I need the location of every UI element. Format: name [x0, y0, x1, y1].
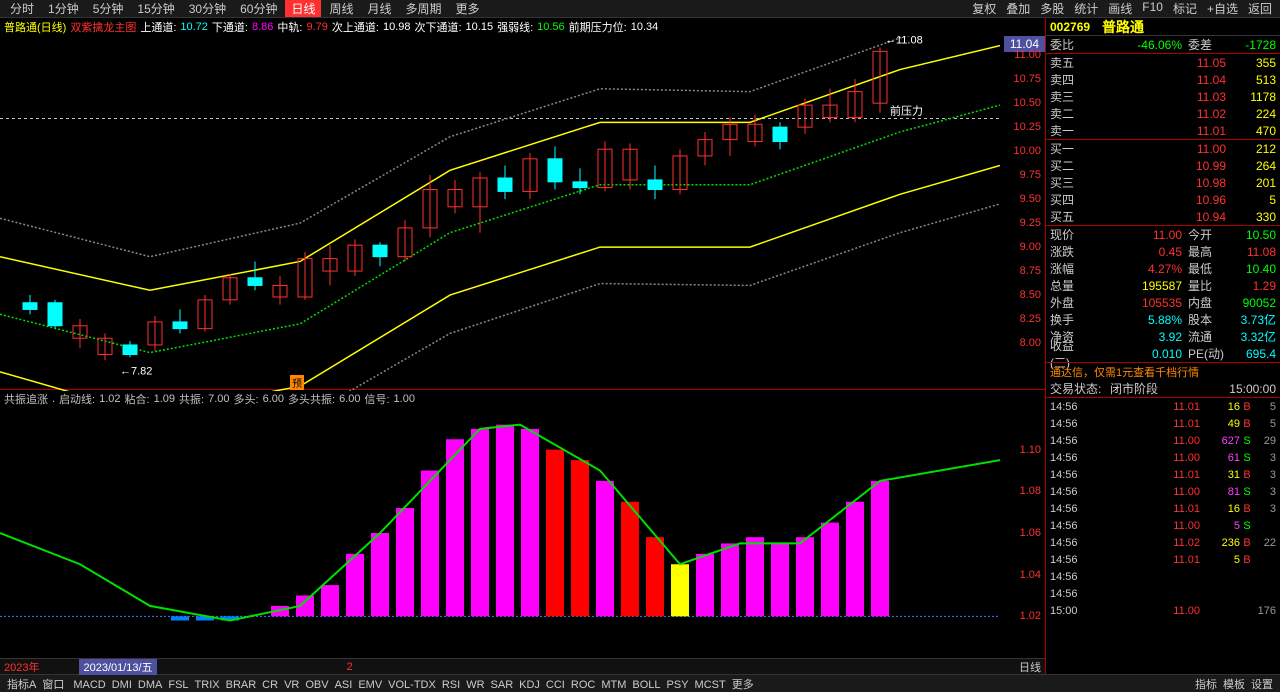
order-row: 买五10.94330 — [1046, 208, 1280, 225]
tick-row: 15:0011.00176 — [1046, 602, 1280, 619]
indicator-tab[interactable]: PSY — [664, 679, 692, 691]
quote-panel: 002769 普路通 委比 -46.06% 委差 -1728 卖五11.0535… — [1045, 18, 1280, 674]
svg-text:←7.82: ←7.82 — [120, 365, 152, 377]
stock-name: 普路通 — [1102, 17, 1144, 37]
prediction-badge: 预 — [290, 375, 304, 390]
indicator-tab[interactable]: DMA — [135, 679, 165, 691]
indicator-tab[interactable]: FSL — [165, 679, 191, 691]
period-tab-2[interactable]: 5分钟 — [87, 0, 130, 17]
indicator-tab[interactable]: TRIX — [192, 679, 223, 691]
order-row: 买二10.99264 — [1046, 157, 1280, 174]
toolbar-btn[interactable]: 统计 — [1070, 0, 1102, 17]
indicator-tab[interactable]: MACD — [70, 679, 108, 691]
order-row: 卖三11.031178 — [1046, 88, 1280, 105]
period-tab-8[interactable]: 月线 — [362, 0, 398, 17]
tick-row: 14:5611.005S — [1046, 517, 1280, 534]
toolbar-btn[interactable]: 画线 — [1104, 0, 1136, 17]
toolbar-btn[interactable]: 复权 — [968, 0, 1000, 17]
indicator-tab[interactable]: SAR — [488, 679, 517, 691]
order-row: 买三10.98201 — [1046, 174, 1280, 191]
toolbar-btn[interactable]: +自选 — [1203, 0, 1242, 17]
svg-text:前压力: 前压力 — [890, 104, 923, 118]
indicator-tab[interactable]: CR — [259, 679, 281, 691]
indicator-tab[interactable]: ROC — [568, 679, 598, 691]
toolbar-btn[interactable]: 返回 — [1244, 0, 1276, 17]
toolbar-btn[interactable]: 叠加 — [1002, 0, 1034, 17]
indicator-tab[interactable]: VR — [281, 679, 302, 691]
tick-row: 14:5611.0061S3 — [1046, 449, 1280, 466]
toolbar-btn[interactable]: 标记 — [1169, 0, 1201, 17]
tick-row: 14:5611.0149B5 — [1046, 415, 1280, 432]
bottom-btn[interactable]: 模板 — [1220, 679, 1248, 691]
indicator-tab[interactable]: OBV — [302, 679, 331, 691]
indicator-tab[interactable]: BOLL — [629, 679, 663, 691]
indicator-tab[interactable]: KDJ — [516, 679, 543, 691]
date-bar: 2023年 2023/01/13/五 2 日线 — [0, 658, 1045, 674]
period-tab-6[interactable]: 日线 — [285, 0, 321, 17]
indicator-tab[interactable]: RSI — [439, 679, 463, 691]
order-row: 买四10.965 — [1046, 191, 1280, 208]
order-row: 卖二11.02224 — [1046, 105, 1280, 122]
candlestick-chart[interactable]: 11.04 前压力←7.82←11.08 11.0010.7510.5010.2… — [0, 36, 1045, 390]
bottom-btn[interactable]: 指标A — [4, 679, 39, 691]
period-tab-4[interactable]: 30分钟 — [183, 0, 232, 17]
weibi-row: 委比 -46.06% 委差 -1728 — [1046, 36, 1280, 53]
indicator-tab[interactable]: CCI — [543, 679, 568, 691]
period-tab-7[interactable]: 周线 — [323, 0, 359, 17]
chart-title-line: 普路通(日线)双紫擒龙主图上通道:10.72下通道:8.86中轨:9.79次上通… — [0, 18, 1045, 36]
indicator-tab[interactable]: ASI — [332, 679, 356, 691]
tick-row: 14:5611.00627S29 — [1046, 432, 1280, 449]
order-row: 卖一11.01470 — [1046, 122, 1280, 139]
period-tab-1[interactable]: 1分钟 — [42, 0, 85, 17]
tick-row: 14:5611.0116B5 — [1046, 398, 1280, 415]
order-row: 卖五11.05355 — [1046, 54, 1280, 71]
tick-row: 14:56 — [1046, 585, 1280, 602]
tick-row: 14:56 — [1046, 568, 1280, 585]
indicator-title-line: 共振追涨.启动线:1.02粘合:1.09共振:7.00多头:6.00多头共振:6… — [0, 390, 1045, 408]
indicator-tab[interactable]: VOL-TDX — [385, 679, 439, 691]
indicator-tab[interactable]: WR — [463, 679, 487, 691]
tick-row: 14:5611.0131B3 — [1046, 466, 1280, 483]
stat-row: 换手5.88%股本3.73亿 — [1046, 311, 1280, 328]
tick-row: 14:5611.0081S3 — [1046, 483, 1280, 500]
bottom-btn[interactable]: 设置 — [1248, 679, 1276, 691]
tick-row: 14:5611.02236B22 — [1046, 534, 1280, 551]
stat-row: 总量195587量比1.29 — [1046, 277, 1280, 294]
order-row: 卖四11.04513 — [1046, 71, 1280, 88]
indicator-tab[interactable]: MTM — [598, 679, 629, 691]
bottom-btn[interactable]: 窗口 — [39, 679, 67, 691]
indicator-tab[interactable]: 更多 — [729, 679, 757, 691]
svg-text:←11.08: ←11.08 — [885, 36, 923, 47]
period-tab-0[interactable]: 分时 — [4, 0, 40, 17]
selected-date[interactable]: 2023/01/13/五 — [79, 659, 156, 675]
tick-list[interactable]: 14:5611.0116B514:5611.0149B514:5611.0062… — [1046, 398, 1280, 674]
toolbar-btn[interactable]: F10 — [1138, 0, 1167, 17]
period-toolbar: 分时1分钟5分钟15分钟30分钟60分钟日线周线月线多周期更多 复权叠加多股统计… — [0, 0, 1280, 18]
tick-row: 14:5611.015B — [1046, 551, 1280, 568]
indicator-tab[interactable]: EMV — [355, 679, 385, 691]
promo-row[interactable]: 通达信，仅需1元查看千档行情 — [1046, 363, 1280, 380]
indicator-chart[interactable]: 1.101.081.061.041.02 — [0, 408, 1045, 658]
stat-row: 收益(三)0.010PE(动)695.4 — [1046, 345, 1280, 362]
tick-row: 14:5611.0116B3 — [1046, 500, 1280, 517]
period-tab-9[interactable]: 多周期 — [400, 0, 448, 17]
stat-row: 外盘105535内盘90052 — [1046, 294, 1280, 311]
stock-header[interactable]: 002769 普路通 — [1046, 18, 1280, 36]
stock-code: 002769 — [1050, 20, 1090, 34]
indicator-tab[interactable]: DMI — [109, 679, 135, 691]
stat-row: 现价11.00今开10.50 — [1046, 226, 1280, 243]
stat-row: 涨跌0.45最高11.08 — [1046, 243, 1280, 260]
order-row: 买一11.00212 — [1046, 140, 1280, 157]
bottom-btn[interactable]: 指标 — [1192, 679, 1220, 691]
toolbar-btn[interactable]: 多股 — [1036, 0, 1068, 17]
year-label: 2023年 — [4, 659, 39, 675]
period-tab-3[interactable]: 15分钟 — [131, 0, 180, 17]
indicator-tab[interactable]: BRAR — [223, 679, 260, 691]
trade-status-row: 交易状态: 闭市阶段 15:00:00 — [1046, 380, 1280, 397]
indicator-bottombar: 指标A窗口 MACDDMIDMAFSLTRIXBRARCRVROBVASIEMV… — [0, 674, 1280, 692]
stat-row: 涨幅4.27%最低10.40 — [1046, 260, 1280, 277]
period-tab-5[interactable]: 60分钟 — [234, 0, 283, 17]
period-tab-10[interactable]: 更多 — [450, 0, 486, 17]
indicator-tab[interactable]: MCST — [692, 679, 729, 691]
